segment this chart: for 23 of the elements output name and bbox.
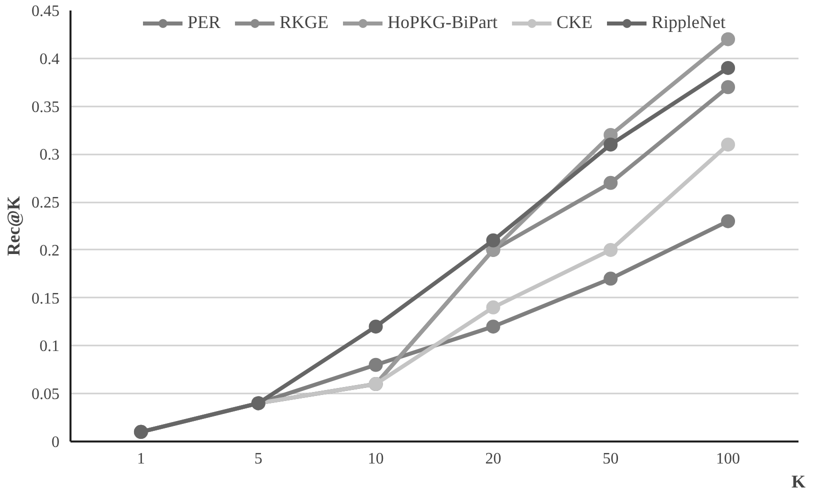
- y-tick-label: 0.05: [32, 386, 60, 404]
- y-tick-label: 0.3: [40, 146, 60, 164]
- y-tick-label: 0.15: [32, 290, 60, 308]
- y-tick-label: 0: [52, 434, 60, 451]
- x-tick-label: 20: [485, 450, 502, 468]
- y-tick-label: 0.35: [32, 98, 60, 116]
- y-axis-title: Rec@K: [4, 196, 24, 256]
- legend-label: HoPKG-BiPart: [388, 12, 498, 33]
- y-tick-label: 0.1: [40, 338, 60, 356]
- x-tick-label: 10: [368, 450, 384, 468]
- x-tick-label: 100: [716, 450, 740, 468]
- y-tick-label: 0.25: [32, 194, 60, 212]
- legend-label: RKGE: [280, 12, 328, 33]
- x-tick-label: 5: [254, 450, 262, 468]
- x-tick-label: 1: [136, 450, 145, 468]
- legend-label: CKE: [556, 12, 593, 33]
- y-tick-label: 0.4: [40, 50, 60, 68]
- legend-label: PER: [187, 12, 220, 33]
- x-tick-label: 50: [602, 450, 619, 468]
- legend-label: RippleNet: [652, 12, 726, 33]
- y-tick-label: 0.45: [32, 3, 60, 20]
- y-tick-label: 0.2: [40, 242, 60, 260]
- x-axis-title: K: [792, 472, 806, 492]
